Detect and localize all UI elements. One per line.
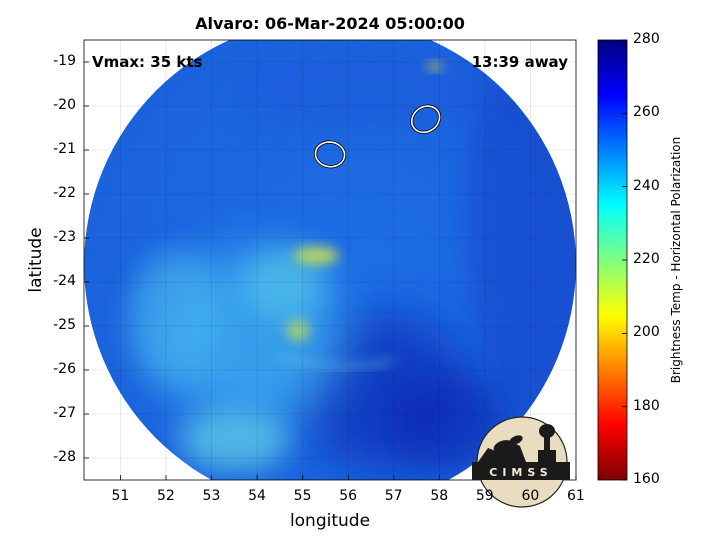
cimss-logo-text: CIMSS — [489, 466, 553, 479]
colorbar — [597, 39, 628, 481]
central-warm-patch — [243, 246, 326, 318]
plot-area — [83, 39, 577, 481]
colorbar-tick-label: 200 — [633, 324, 660, 341]
y-tick-label: -21 — [53, 141, 76, 157]
x-tick-label: 59 — [475, 488, 494, 504]
y-tick-label: -24 — [53, 273, 76, 289]
cold-patch — [389, 374, 508, 472]
x-tick-label: 61 — [567, 488, 585, 504]
x-tick-label: 54 — [248, 488, 266, 504]
northern-band — [234, 48, 508, 128]
x-tick-label: 58 — [430, 488, 449, 504]
x-tick-label: 55 — [293, 488, 312, 504]
y-tick-label: -28 — [53, 449, 76, 465]
x-tick-label: 52 — [157, 488, 175, 504]
x-tick-label: 56 — [339, 488, 358, 504]
y-tick-label: -26 — [53, 361, 76, 377]
edge-warm-dot — [427, 62, 442, 71]
x-tick-label: 53 — [202, 488, 221, 504]
white-contour — [410, 105, 441, 134]
y-tick-label: -22 — [53, 185, 76, 201]
rain-band-streak — [279, 354, 395, 370]
x-tick-label: 60 — [521, 488, 540, 504]
colorbar-tick-label: 220 — [633, 251, 660, 267]
white-contour — [314, 141, 346, 168]
colorbar-tick-label: 260 — [633, 104, 660, 121]
colorbar-tick-label: 160 — [633, 471, 660, 487]
distance-label: 13:39 away — [471, 53, 568, 71]
x-tick-label: 51 — [111, 488, 130, 504]
x-axis-label: longitude — [289, 511, 371, 531]
y-tick-label: -19 — [53, 53, 76, 69]
southern-warm-patch — [179, 409, 289, 472]
chart-title: Alvaro: 06-Mar-2024 05:00:00 — [195, 14, 465, 33]
colorbar-tick-label: 280 — [633, 31, 660, 47]
colorbar-tick-label: 240 — [633, 177, 660, 194]
colorbar-label: Brightness Temp - Horizontal Polarizatio… — [669, 136, 683, 384]
y-axis-label: latitude — [26, 227, 46, 293]
western-warm-patch — [129, 251, 221, 384]
gridlines — [84, 40, 577, 480]
cimss-logo — [472, 416, 570, 508]
y-tick-label: -27 — [53, 405, 76, 421]
vmax-label: Vmax: 35 kts — [92, 53, 203, 71]
warm-spot — [293, 246, 340, 265]
colorbar-ticks — [622, 39, 627, 481]
warm-spot-small — [286, 319, 310, 342]
white-contours — [313, 104, 442, 169]
x-tick-label: 57 — [384, 488, 403, 504]
y-tick-label: -25 — [53, 317, 76, 333]
y-tick-label: -20 — [53, 97, 76, 113]
y-tick-label: -23 — [53, 229, 76, 245]
plot-frame — [83, 39, 577, 481]
colorbar-tick-label: 180 — [633, 397, 660, 414]
